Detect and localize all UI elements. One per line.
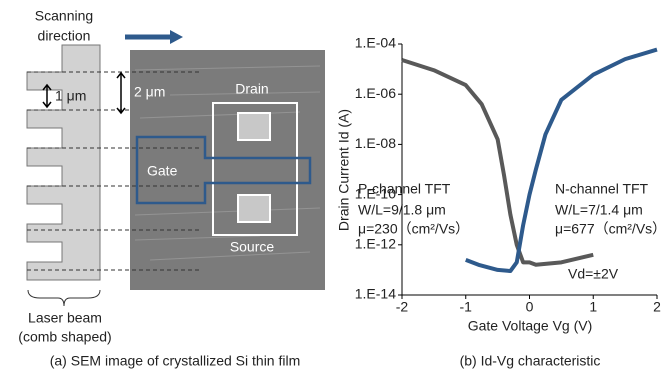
x-tick-label: 0 [526, 299, 534, 315]
annotation: Vd=±2V [568, 266, 619, 282]
source-label: Source [230, 239, 275, 255]
caption: (a) SEM image of crystallized Si thin fi… [50, 353, 301, 369]
y-tick-label: 1.E-06 [355, 85, 396, 101]
y-tick-label: 1.E-08 [355, 135, 396, 151]
drain-label: Drain [235, 81, 268, 97]
caption: (b) Id-Vg characteristic [460, 353, 601, 369]
y-tick-label: 1.E-04 [355, 35, 396, 51]
annotation: W/L=7/1.4 μm [555, 202, 643, 218]
pitch-label: 1 μm [55, 88, 86, 104]
brace [28, 290, 100, 306]
laser-comb [27, 45, 100, 280]
width-label: 2 μm [134, 84, 165, 100]
annotation: μ=230（cm²/Vs） [358, 221, 469, 237]
laser-label: Laser beam [28, 310, 102, 326]
x-tick-label: -2 [396, 299, 409, 315]
drain-contact [238, 113, 270, 140]
y-tick-label: 1.E-14 [355, 286, 396, 302]
figure: Scanning direction 1 μm 2 μm Drain Gate … [0, 0, 662, 372]
x-tick-label: 1 [589, 299, 597, 315]
laser-label: (comb shaped) [18, 329, 111, 345]
series-line [466, 50, 657, 271]
x-tick-label: 2 [653, 299, 661, 315]
scan-arrow-head [170, 30, 183, 44]
gate-label: Gate [147, 163, 178, 179]
y-axis-label: Drain Current Id (A) [336, 109, 352, 231]
y-tick-label: 1.E-10 [355, 185, 396, 201]
y-tick-label: 1.E-12 [355, 236, 396, 252]
scan-label: direction [38, 28, 91, 44]
x-axis-label: Gate Voltage Vg (V) [468, 318, 593, 334]
x-tick-label: -1 [460, 299, 473, 315]
source-contact [238, 195, 270, 222]
annotation: μ=677（cm²/Vs） [555, 221, 662, 237]
series-label: N-channel TFT [555, 181, 649, 197]
scan-label: Scanning [35, 8, 93, 24]
